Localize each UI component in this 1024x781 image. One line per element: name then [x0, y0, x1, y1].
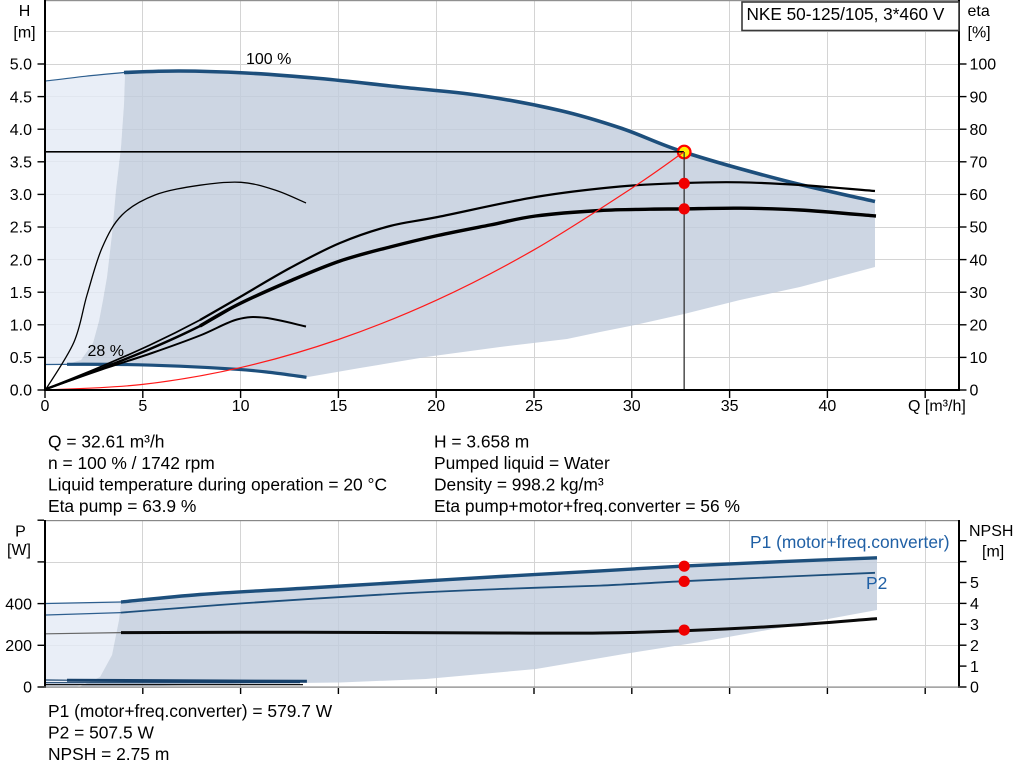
svg-text:0: 0	[970, 383, 979, 400]
svg-text:10: 10	[232, 398, 250, 415]
svg-text:eta: eta	[968, 3, 990, 20]
svg-text:P2: P2	[866, 573, 887, 593]
svg-text:5: 5	[970, 575, 979, 592]
svg-text:70: 70	[970, 155, 988, 172]
svg-text:200: 200	[5, 638, 32, 655]
svg-text:25: 25	[525, 398, 543, 415]
svg-text:40: 40	[819, 398, 837, 415]
svg-text:2: 2	[970, 638, 979, 655]
svg-text:80: 80	[970, 122, 988, 139]
svg-text:0: 0	[970, 680, 979, 697]
svg-text:90: 90	[970, 89, 988, 106]
svg-text:400: 400	[5, 596, 32, 613]
svg-text:40: 40	[970, 252, 988, 269]
svg-text:P1 (motor+freq.converter) = 57: P1 (motor+freq.converter) = 579.7 W	[48, 701, 333, 721]
svg-text:P2 = 507.5 W: P2 = 507.5 W	[48, 723, 154, 743]
svg-text:4.0: 4.0	[10, 122, 32, 139]
svg-text:Q = 32.61 m³/h: Q = 32.61 m³/h	[48, 432, 164, 452]
svg-text:20: 20	[970, 318, 988, 335]
svg-text:P: P	[15, 524, 26, 541]
svg-text:4.5: 4.5	[10, 89, 32, 106]
svg-text:1.5: 1.5	[10, 285, 32, 302]
svg-text:0: 0	[41, 398, 50, 415]
svg-text:Eta pump+motor+freq.converter: Eta pump+motor+freq.converter = 56 %	[434, 496, 740, 516]
svg-text:5.0: 5.0	[10, 57, 32, 74]
svg-text:Pumped liquid = Water: Pumped liquid = Water	[434, 453, 610, 473]
svg-text:4: 4	[970, 596, 979, 613]
svg-text:20: 20	[427, 398, 445, 415]
svg-text:28 %: 28 %	[88, 343, 124, 360]
svg-text:NPSH: NPSH	[969, 523, 1013, 540]
svg-text:0.0: 0.0	[10, 383, 32, 400]
svg-text:NPSH = 2.75 m: NPSH = 2.75 m	[48, 744, 169, 764]
svg-text:[%]: [%]	[968, 25, 991, 42]
svg-text:50: 50	[970, 220, 988, 237]
svg-text:1: 1	[970, 659, 979, 676]
svg-text:0.5: 0.5	[10, 350, 32, 367]
svg-text:2.5: 2.5	[10, 220, 32, 237]
svg-text:Liquid temperature during oper: Liquid temperature during operation = 20…	[48, 474, 387, 494]
svg-text:[m]: [m]	[982, 544, 1004, 561]
svg-text:100 %: 100 %	[246, 51, 291, 68]
svg-text:[m]: [m]	[13, 25, 35, 42]
svg-text:100: 100	[970, 57, 997, 74]
svg-text:15: 15	[330, 398, 348, 415]
svg-text:30: 30	[970, 285, 988, 302]
svg-text:3: 3	[970, 617, 979, 634]
svg-text:H: H	[19, 3, 31, 20]
svg-text:60: 60	[970, 187, 988, 204]
svg-text:3.5: 3.5	[10, 155, 32, 172]
svg-text:Q [m³/h]: Q [m³/h]	[908, 398, 966, 415]
svg-text:0: 0	[23, 680, 32, 697]
svg-text:H = 3.658 m: H = 3.658 m	[434, 432, 529, 452]
svg-text:3.0: 3.0	[10, 187, 32, 204]
svg-text:2.0: 2.0	[10, 252, 32, 269]
svg-text:1.0: 1.0	[10, 318, 32, 335]
svg-text:35: 35	[721, 398, 739, 415]
svg-text:[W]: [W]	[7, 542, 31, 559]
svg-text:P1 (motor+freq.converter): P1 (motor+freq.converter)	[750, 532, 950, 552]
svg-text:30: 30	[623, 398, 641, 415]
svg-text:Eta pump = 63.9 %: Eta pump = 63.9 %	[48, 496, 196, 516]
svg-text:10: 10	[970, 350, 988, 367]
svg-text:n = 100 % / 1742 rpm: n = 100 % / 1742 rpm	[48, 453, 215, 473]
svg-text:5: 5	[138, 398, 147, 415]
svg-text:Density = 998.2 kg/m³: Density = 998.2 kg/m³	[434, 474, 604, 494]
svg-text:NKE 50-125/105, 3*460 V: NKE 50-125/105, 3*460 V	[747, 4, 945, 24]
